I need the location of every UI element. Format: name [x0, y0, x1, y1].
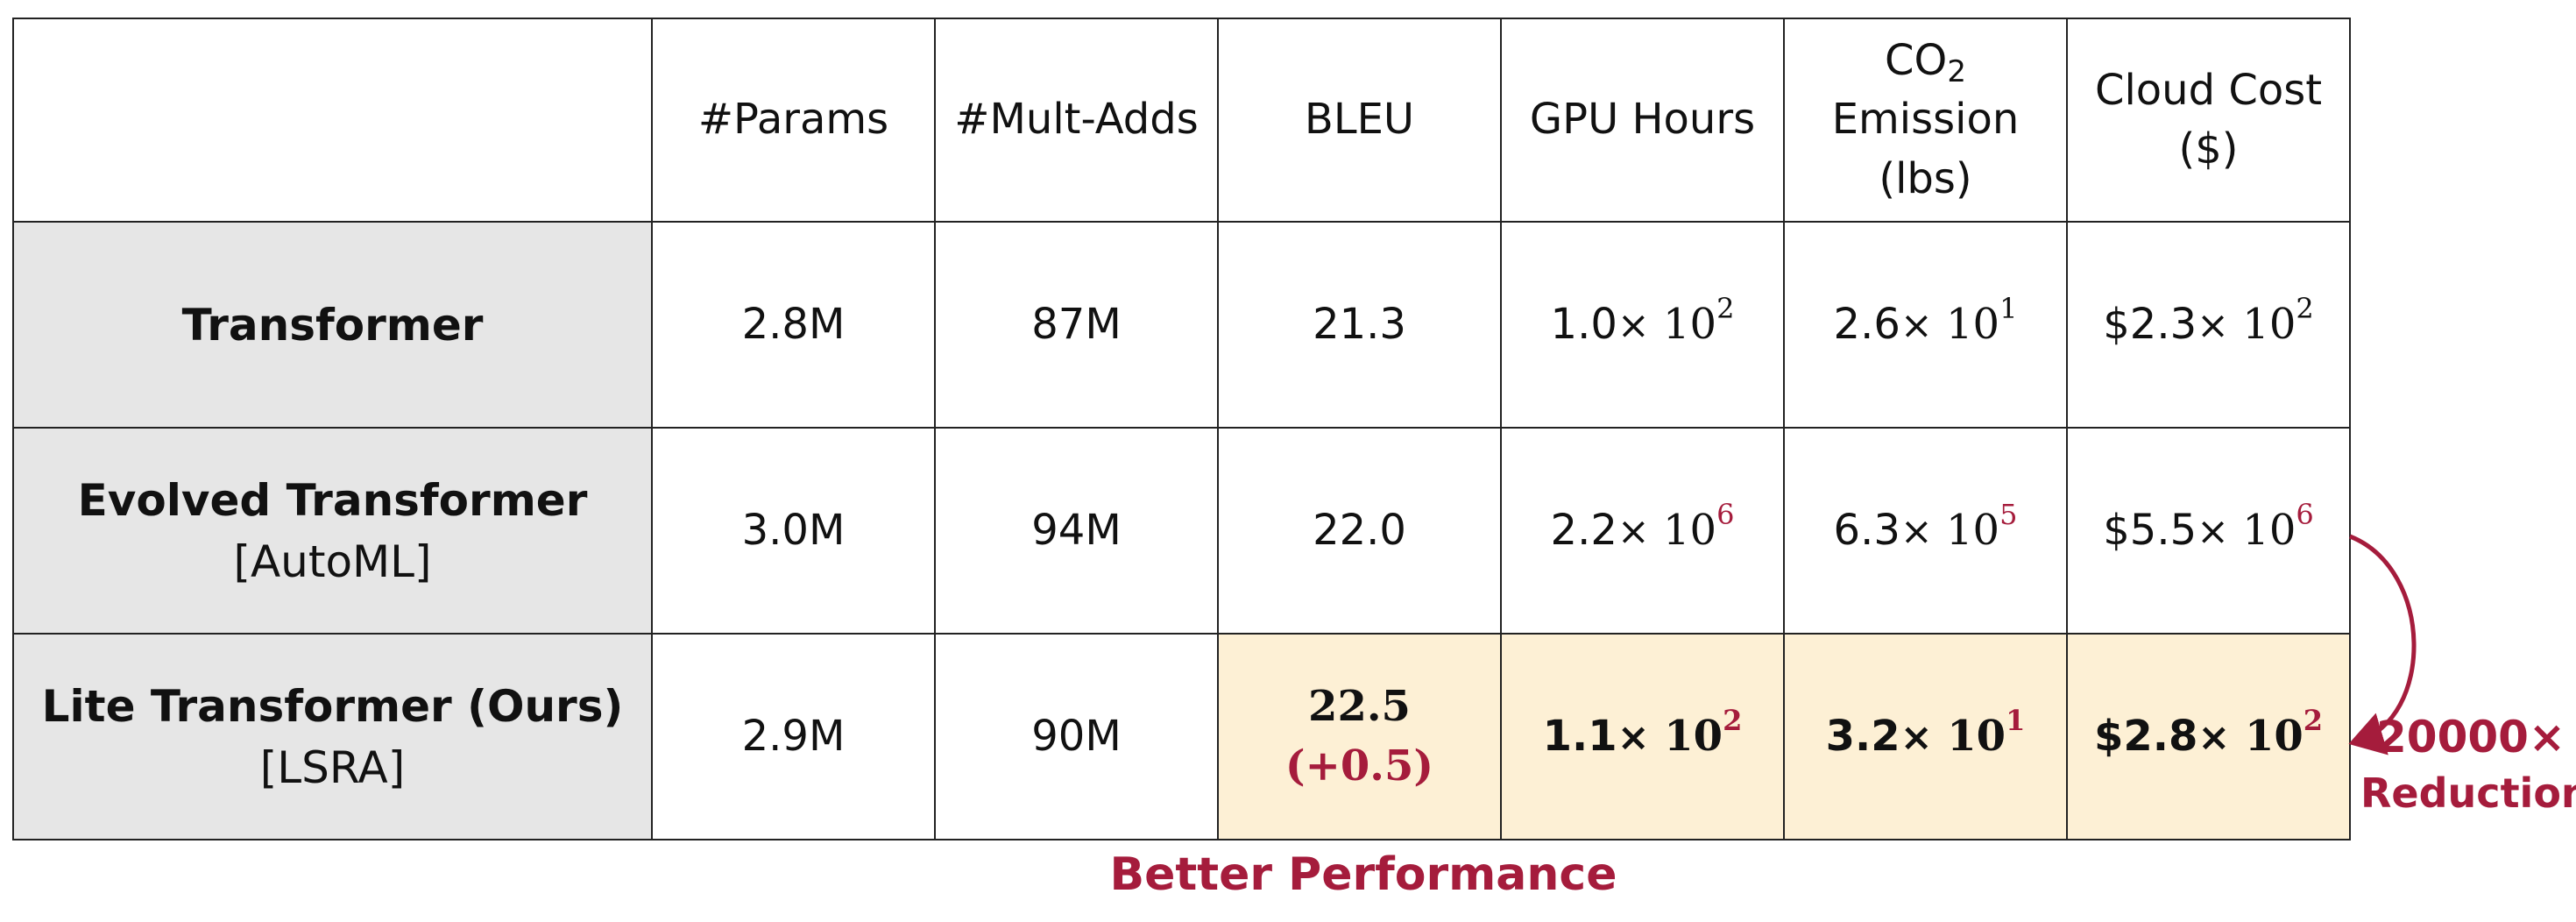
cell-cloud-cost: $2.3× 102 — [2066, 221, 2351, 429]
sci-base: 10 — [1947, 712, 2006, 762]
cost-header-unit: ($) — [2178, 124, 2239, 174]
column-header-params: #Params — [651, 18, 936, 223]
column-header-mult-adds: #Mult-Adds — [934, 18, 1219, 223]
sci-times: × — [1617, 715, 1650, 761]
sci-base: 10 — [1664, 712, 1723, 762]
co2-header-co: CO — [1885, 36, 1948, 86]
reduction-factor-label: 20000× — [2376, 712, 2565, 762]
sci-exponent: 2 — [1716, 292, 1735, 326]
sci-mantissa: 2.6 — [1833, 300, 1900, 350]
cell-bleu: 21.3 — [1217, 221, 1502, 429]
model-name: Lite Transformer (Ours) — [41, 680, 624, 732]
better-performance-label: Better Performance — [1109, 848, 1617, 901]
sci-base: 10 — [1663, 506, 1717, 556]
cell-co2: 6.3× 105 — [1783, 427, 2068, 635]
sci-exponent: 6 — [1716, 498, 1735, 532]
sci-base: 10 — [2242, 300, 2296, 350]
cell-co2: 3.2× 101 — [1783, 633, 2068, 840]
bleu-delta: (+0.5) — [1284, 741, 1434, 791]
co2-header-emission: Emission — [1831, 95, 2020, 145]
sci-value: $2.8× 102 — [2093, 704, 2323, 762]
sci-mantissa: 3.2 — [1825, 712, 1900, 762]
sci-base: 10 — [2242, 506, 2296, 556]
sci-value: $2.3× 102 — [2103, 292, 2313, 350]
column-header-cloud-cost: Cloud Cost ($) — [2066, 18, 2351, 223]
sci-mantissa: $5.5 — [2103, 506, 2197, 556]
cell-params: 2.9M — [651, 633, 936, 840]
sci-times: × — [1617, 303, 1650, 349]
bleu-value: 22.5 — [1308, 682, 1411, 732]
column-header-bleu: BLEU — [1217, 18, 1502, 223]
table-row: Transformer 2.8M 87M 21.3 1.0× 102 2.6× … — [12, 221, 2351, 429]
sci-value: 3.2× 101 — [1825, 704, 2026, 762]
column-header-gpu-hours: GPU Hours — [1500, 18, 1785, 223]
sci-mantissa: 1.0 — [1550, 300, 1617, 350]
sci-mantissa: $2.3 — [2103, 300, 2197, 350]
reduction-label: Reduction — [2360, 770, 2576, 817]
sci-times: × — [1617, 509, 1650, 555]
sci-exponent: 2 — [2296, 292, 2314, 326]
sci-value: 1.1× 102 — [1542, 704, 1743, 762]
comparison-table: #Params #Mult-Adds BLEU GPU Hours CO2 Em… — [12, 18, 2351, 840]
model-method: [AutoML] — [233, 535, 432, 587]
header-row: #Params #Mult-Adds BLEU GPU Hours CO2 Em… — [12, 18, 2351, 223]
sci-times: × — [1900, 715, 1933, 761]
cell-gpu-hours: 1.0× 102 — [1500, 221, 1785, 429]
co2-header-subscript: 2 — [1947, 54, 1966, 90]
cell-cloud-cost: $2.8× 102 — [2066, 633, 2351, 840]
sci-base: 10 — [1663, 300, 1717, 350]
table-row: Evolved Transformer [AutoML] 3.0M 94M 22… — [12, 427, 2351, 635]
sci-exponent: 1 — [1999, 292, 2018, 326]
cell-cloud-cost: $5.5× 106 — [2066, 427, 2351, 635]
sci-times: × — [1900, 509, 1933, 555]
sci-exponent: 1 — [2006, 704, 2026, 738]
sci-value: $5.5× 106 — [2103, 498, 2313, 556]
model-name: Transformer — [181, 299, 484, 351]
sci-exponent: 2 — [2303, 704, 2324, 738]
cell-params: 2.8M — [651, 221, 936, 429]
cell-bleu: 22.0 — [1217, 427, 1502, 635]
sci-exponent: 5 — [1999, 498, 2018, 532]
sci-mantissa: 2.2 — [1550, 506, 1617, 556]
cell-mult-adds: 87M — [934, 221, 1219, 429]
cost-header-title: Cloud Cost — [2094, 65, 2323, 115]
column-header-co2-emission: CO2 Emission (lbs) — [1783, 18, 2068, 223]
sci-value: 1.0× 102 — [1550, 292, 1735, 350]
sci-times: × — [2197, 303, 2230, 349]
row-label-lite-transformer: Lite Transformer (Ours) [LSRA] — [12, 633, 653, 840]
sci-mantissa: 1.1 — [1542, 712, 1617, 762]
sci-value: 6.3× 105 — [1833, 498, 2018, 556]
cell-params: 3.0M — [651, 427, 936, 635]
sci-mantissa: $2.8 — [2093, 712, 2198, 762]
co2-header-unit: (lbs) — [1879, 153, 1972, 203]
row-label-evolved-transformer: Evolved Transformer [AutoML] — [12, 427, 653, 635]
cell-bleu: 22.5 (+0.5) — [1217, 633, 1502, 840]
cell-mult-adds: 94M — [934, 427, 1219, 635]
cell-gpu-hours: 1.1× 102 — [1500, 633, 1785, 840]
model-name: Evolved Transformer — [77, 474, 588, 526]
sci-times: × — [2197, 509, 2230, 555]
sci-base: 10 — [1946, 300, 2000, 350]
sci-exponent: 6 — [2296, 498, 2314, 532]
cell-co2: 2.6× 101 — [1783, 221, 2068, 429]
table-row: Lite Transformer (Ours) [LSRA] 2.9M 90M … — [12, 633, 2351, 840]
row-label-transformer: Transformer — [12, 221, 653, 429]
cell-mult-adds: 90M — [934, 633, 1219, 840]
model-method: [LSRA] — [259, 741, 406, 793]
corner-cell — [12, 18, 653, 223]
sci-base: 10 — [2244, 712, 2304, 762]
reduction-arrow-curve — [2348, 534, 2417, 755]
sci-value: 2.6× 101 — [1833, 292, 2018, 350]
sci-exponent: 2 — [1723, 704, 1743, 738]
sci-times: × — [2197, 715, 2231, 761]
sci-base: 10 — [1946, 506, 2000, 556]
cell-gpu-hours: 2.2× 106 — [1500, 427, 1785, 635]
sci-mantissa: 6.3 — [1833, 506, 1900, 556]
sci-value: 2.2× 106 — [1550, 498, 1735, 556]
sci-times: × — [1900, 303, 1933, 349]
